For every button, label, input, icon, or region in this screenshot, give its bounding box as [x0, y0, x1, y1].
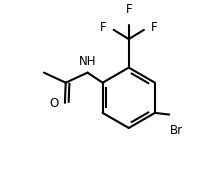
Text: F: F: [125, 3, 132, 16]
Text: NH: NH: [79, 55, 97, 68]
Text: F: F: [151, 21, 157, 34]
Text: F: F: [100, 21, 107, 34]
Text: Br: Br: [170, 124, 183, 137]
Text: O: O: [50, 97, 59, 110]
